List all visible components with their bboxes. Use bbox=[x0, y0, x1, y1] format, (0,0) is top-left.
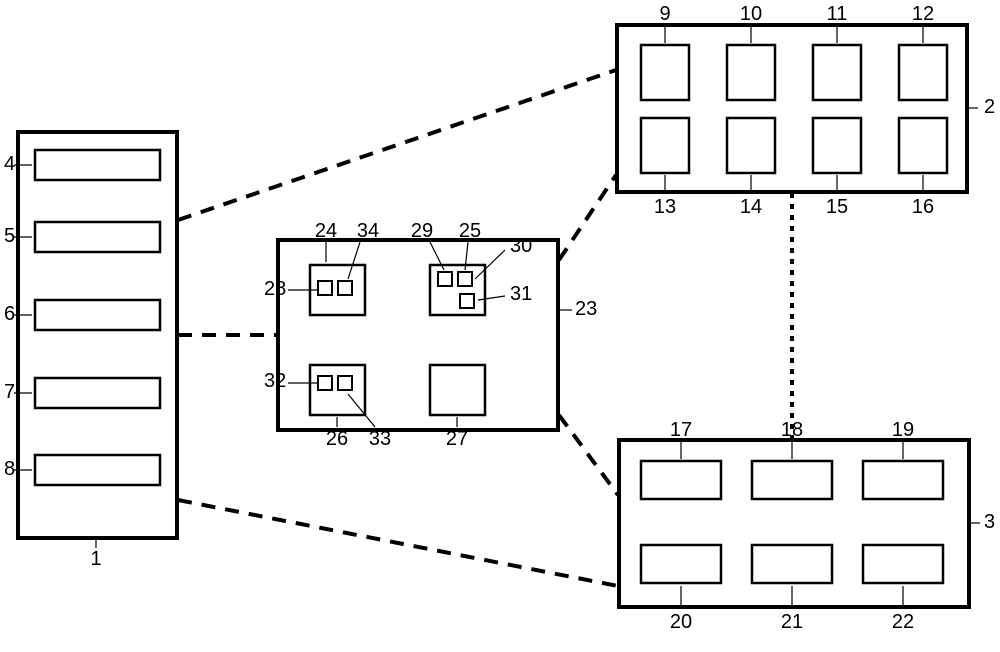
block23-small-32 bbox=[318, 376, 332, 390]
block23-small-28 bbox=[318, 281, 332, 295]
block23-small-30 bbox=[458, 272, 472, 286]
label-5: 5 bbox=[4, 225, 15, 247]
block23-small-29 bbox=[438, 272, 452, 286]
block-1 bbox=[18, 132, 177, 538]
block1-slot-8 bbox=[35, 455, 160, 485]
label-31: 31 bbox=[510, 283, 532, 305]
tick-31 bbox=[478, 296, 505, 300]
label-27: 27 bbox=[446, 428, 468, 450]
label-10: 10 bbox=[740, 3, 762, 25]
block2-slot-11 bbox=[813, 45, 861, 100]
label-32: 32 bbox=[264, 370, 286, 392]
label-4: 4 bbox=[4, 153, 15, 175]
block2-slot-10 bbox=[727, 45, 775, 100]
label-26: 26 bbox=[326, 428, 348, 450]
label-18: 18 bbox=[781, 419, 803, 441]
label-15: 15 bbox=[826, 196, 848, 218]
label-22: 22 bbox=[892, 611, 914, 633]
block1-slot-5 bbox=[35, 222, 160, 252]
tick-33 bbox=[348, 394, 375, 427]
label-9: 9 bbox=[659, 3, 670, 25]
connection-1 bbox=[178, 500, 618, 586]
label-2: 2 bbox=[984, 96, 995, 118]
connection-4 bbox=[559, 415, 618, 495]
block3-slot-18 bbox=[752, 461, 832, 499]
block2-slot-12 bbox=[899, 45, 947, 100]
connection-0 bbox=[178, 70, 616, 220]
label-19: 19 bbox=[892, 419, 914, 441]
block-23 bbox=[278, 240, 558, 430]
connection-3 bbox=[559, 175, 616, 260]
label-1: 1 bbox=[90, 548, 101, 570]
label-28: 28 bbox=[264, 278, 286, 300]
block1-slot-7 bbox=[35, 378, 160, 408]
label-13: 13 bbox=[654, 196, 676, 218]
label-23: 23 bbox=[575, 298, 597, 320]
label-33: 33 bbox=[369, 428, 391, 450]
block23-small-33 bbox=[338, 376, 352, 390]
block-2 bbox=[617, 25, 967, 192]
diagram-canvas: 1234567891011121314151617181920212223242… bbox=[0, 0, 1000, 652]
label-12: 12 bbox=[912, 3, 934, 25]
label-7: 7 bbox=[4, 381, 15, 403]
block1-slot-4 bbox=[35, 150, 160, 180]
label-24: 24 bbox=[315, 220, 337, 242]
block3-slot-20 bbox=[641, 545, 721, 583]
block23-small-34 bbox=[338, 281, 352, 295]
block23-small-31 bbox=[460, 294, 474, 308]
label-30: 30 bbox=[510, 235, 532, 257]
block3-slot-17 bbox=[641, 461, 721, 499]
block3-slot-19 bbox=[863, 461, 943, 499]
label-6: 6 bbox=[4, 303, 15, 325]
label-21: 21 bbox=[781, 611, 803, 633]
block2-slot-14 bbox=[727, 118, 775, 173]
label-16: 16 bbox=[912, 196, 934, 218]
block2-slot-9 bbox=[641, 45, 689, 100]
label-29: 29 bbox=[411, 220, 433, 242]
block2-slot-16 bbox=[899, 118, 947, 173]
block23-slot-27 bbox=[430, 365, 485, 415]
block2-slot-13 bbox=[641, 118, 689, 173]
label-20: 20 bbox=[670, 611, 692, 633]
label-17: 17 bbox=[670, 419, 692, 441]
label-34: 34 bbox=[357, 220, 379, 242]
label-8: 8 bbox=[4, 458, 15, 480]
block2-slot-15 bbox=[813, 118, 861, 173]
label-25: 25 bbox=[459, 220, 481, 242]
label-3: 3 bbox=[984, 511, 995, 533]
tick-34 bbox=[348, 242, 360, 279]
block1-slot-6 bbox=[35, 300, 160, 330]
label-11: 11 bbox=[827, 3, 848, 25]
block3-slot-22 bbox=[863, 545, 943, 583]
label-14: 14 bbox=[740, 196, 762, 218]
block3-slot-21 bbox=[752, 545, 832, 583]
